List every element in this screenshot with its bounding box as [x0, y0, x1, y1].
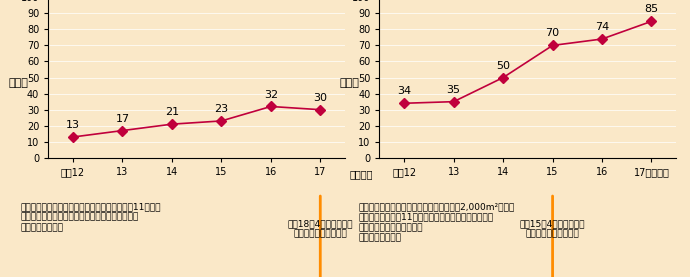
Text: 32: 32	[264, 89, 278, 99]
Text: 23: 23	[215, 104, 228, 114]
Text: （年度）: （年度）	[350, 169, 373, 179]
Text: 平成15年4月より省エネ
措置の届出を義務付け: 平成15年4月より省エネ 措置の届出を義務付け	[520, 219, 585, 238]
Text: 17: 17	[115, 114, 130, 124]
Text: 50: 50	[496, 61, 510, 71]
Text: 平成18年4月より省エネ
措置の届出を義務付け: 平成18年4月より省エネ 措置の届出を義務付け	[288, 219, 353, 238]
Text: 34: 34	[397, 86, 411, 96]
Text: 74: 74	[595, 22, 609, 32]
Text: 70: 70	[546, 29, 560, 39]
Text: 85: 85	[644, 4, 658, 14]
Text: （注）住宅性能評価を受けた住宅のうち、平成11年省エ
　　ネ判断基準に適合している住宅の戸数の割合
資料）国土交通省: （注）住宅性能評価を受けた住宅のうち、平成11年省エ ネ判断基準に適合している住…	[21, 202, 161, 232]
Text: 21: 21	[165, 107, 179, 117]
Text: 30: 30	[313, 93, 327, 103]
Y-axis label: （％）: （％）	[339, 78, 359, 88]
Text: 35: 35	[446, 85, 461, 95]
Text: 13: 13	[66, 120, 80, 130]
Text: （注）当該年度に建築確認された建築物（2,000m²以上）
　　のうち、平成11年省エネ判断基準に適合している
　　建築物の床面積の割合
資料）国土交通省: （注）当該年度に建築確認された建築物（2,000m²以上） のうち、平成11年省…	[359, 202, 515, 242]
Y-axis label: （％）: （％）	[8, 78, 28, 88]
